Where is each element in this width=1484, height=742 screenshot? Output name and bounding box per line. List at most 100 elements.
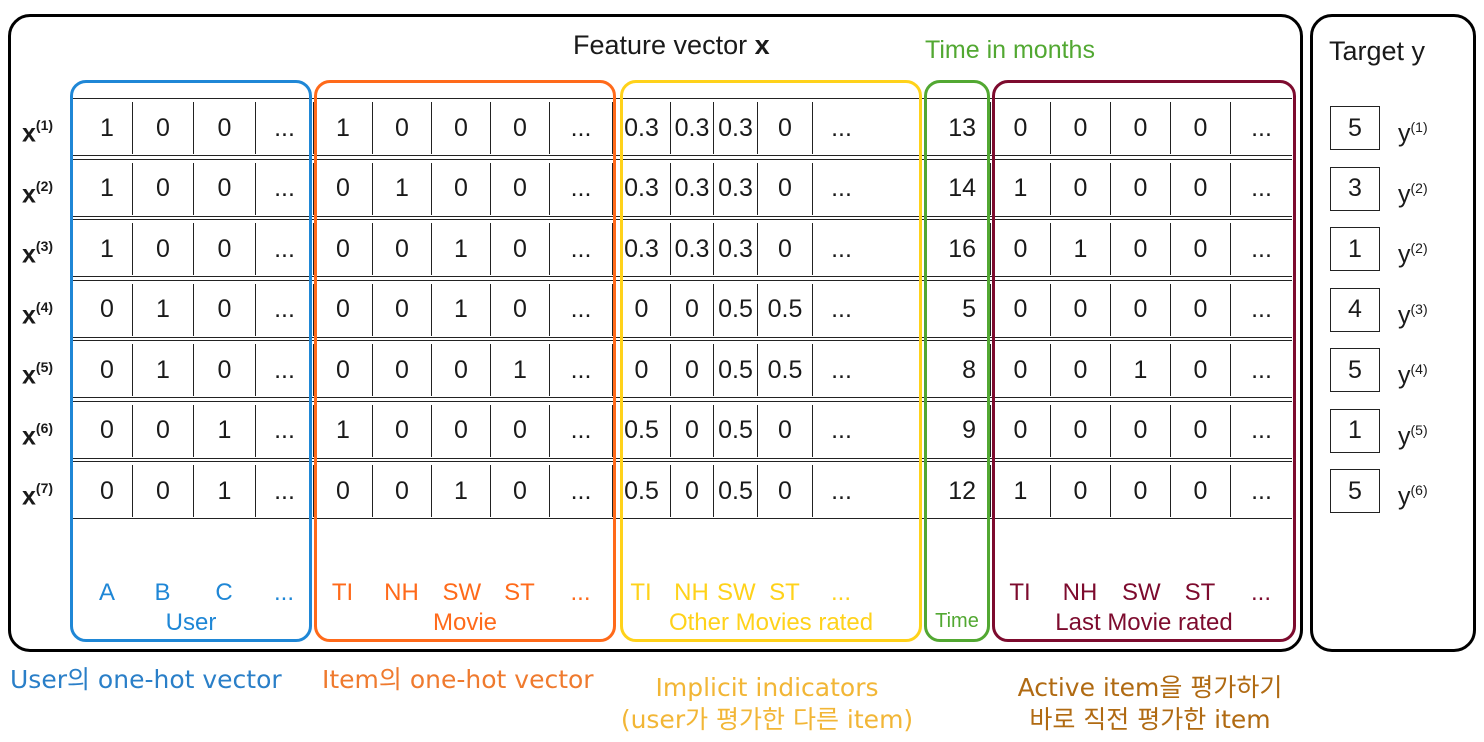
cell-last: 0 (990, 102, 1050, 154)
row-label: x(7) (22, 475, 53, 511)
feature-vector-panel (8, 14, 1303, 652)
cell-last: 0 (1110, 404, 1170, 457)
target-label-index: (3) (1410, 300, 1428, 317)
caption-active-line1: Active item을 평가하기 (1017, 673, 1283, 702)
cell-other: 0 (757, 465, 812, 517)
tick-movie: TI (331, 579, 354, 606)
cell-other: ... (812, 223, 870, 275)
caption-implicit-indicators: Implicit indicators (user가 평가한 다른 item) (612, 672, 922, 736)
target-value-box: 3 (1330, 166, 1380, 211)
feature-row: 0 0 1... 1 0 0 0... 0.5 0 0.5 0... 9 0 0 0 0... (70, 400, 1292, 459)
cell-last: ... (1230, 102, 1292, 154)
cell-user: 1 (132, 283, 193, 336)
cell-movie: ... (549, 465, 612, 517)
cell-movie: 0 (372, 102, 431, 154)
target-label-symbol: y (1398, 482, 1411, 511)
cell-movie: 0 (313, 344, 372, 396)
cell-other: 0.3 (670, 162, 713, 215)
group-time-outline (924, 80, 990, 642)
cell-user: 0 (100, 295, 114, 323)
cell-user: 0 (132, 162, 193, 215)
cell-movie: 0 (490, 465, 549, 517)
feature-vector-symbol: x (754, 30, 770, 60)
target-label-symbol: y (1398, 240, 1411, 269)
cell-other: 0 (612, 283, 670, 336)
cell-other: 0.3 (612, 102, 670, 154)
cell-other: 0.3 (612, 223, 670, 275)
cell-movie: 0 (372, 465, 431, 517)
tick-movie: ... (570, 579, 591, 606)
caption-active-item: Active item을 평가하기 바로 직전 평가한 item (1000, 672, 1300, 736)
cell-movie: 0 (431, 344, 490, 396)
cell-last: 0 (1110, 283, 1170, 336)
target-label-index: (2) (1410, 240, 1428, 256)
cell-movie: 0 (490, 162, 549, 215)
caption-implicit-line1: Implicit indicators (655, 673, 879, 702)
row-label-symbol: x (22, 179, 36, 208)
cell-other: ... (812, 162, 870, 215)
group-last-outline (992, 80, 1296, 642)
target-value-box: 5 (1330, 469, 1380, 513)
tick-user: A (98, 579, 115, 606)
row-label: x(5) (22, 354, 53, 390)
tick-movie: NH (384, 579, 419, 606)
cell-last: 1 (990, 162, 1050, 215)
row-label-index: (3) (35, 238, 54, 254)
cell-user: 1 (132, 344, 193, 396)
cell-user: 0 (132, 404, 193, 457)
group-other-outline (620, 80, 922, 642)
tick-other: ST (769, 579, 800, 606)
cell-last: 0 (1110, 465, 1170, 517)
tick-last: NH (1062, 579, 1098, 606)
cell-user: 1 (100, 174, 114, 202)
group-last-name: Last Movie rated (1055, 609, 1233, 636)
target-label-symbol: y (1398, 421, 1411, 450)
cell-user: 0 (132, 102, 193, 154)
row-label-symbol: x (22, 361, 36, 390)
cell-other: 0.3 (713, 223, 757, 275)
cell-last: ... (1230, 465, 1292, 517)
cell-other: 0 (670, 465, 713, 517)
cell-movie: 1 (431, 223, 490, 275)
row-label-symbol: x (22, 300, 36, 329)
group-movie-outline (314, 80, 616, 642)
cell-user: ... (255, 162, 313, 215)
cell-user: 0 (100, 476, 114, 505)
group-user-name: User (165, 609, 217, 636)
row-label-symbol: x (22, 482, 36, 511)
group-movie-name: Movie (432, 609, 498, 636)
cell-last: 0 (1050, 404, 1110, 457)
cell-last: 0 (1170, 344, 1230, 396)
feature-row: 0 0 1... 0 0 1 0... 0.5 0 0.5 0... 12 1 0 0 0... (70, 461, 1292, 519)
tick-last: SW (1122, 579, 1161, 606)
cell-last: 0 (1170, 404, 1230, 457)
cell-last: 0 (1050, 102, 1110, 154)
cell-user: 0 (100, 355, 114, 384)
cell-movie: 1 (490, 344, 549, 396)
cell-movie: 0 (313, 162, 372, 215)
cell-last: ... (1230, 223, 1292, 275)
tick-user: B (154, 579, 171, 606)
cell-other: 0 (670, 344, 713, 396)
target-value-box: 5 (1330, 348, 1380, 392)
cell-other: 0 (757, 102, 812, 154)
target-value-box: 4 (1330, 287, 1380, 332)
cell-movie: 0 (372, 283, 431, 336)
cell-last: 1 (1050, 223, 1110, 275)
row-label-index: (4) (35, 298, 54, 315)
target-label: y(5) (1398, 415, 1428, 451)
target-value-box: 1 (1330, 227, 1380, 271)
cell-last: 0 (1050, 283, 1110, 336)
cell-user: 1 (100, 234, 114, 263)
cell-movie: 0 (313, 223, 372, 275)
time-in-months-title: Time in months (925, 36, 1095, 64)
cell-last: ... (1230, 404, 1292, 457)
target-label-index: (2) (1410, 179, 1428, 196)
cell-other: 0.5 (713, 283, 757, 336)
cell-movie: 0 (313, 283, 372, 336)
cell-other: ... (812, 102, 870, 154)
tick-other: NH (674, 579, 709, 606)
cell-movie: 1 (431, 465, 490, 517)
cell-other: 0.3 (670, 223, 713, 275)
cell-last: 0 (1170, 162, 1230, 215)
